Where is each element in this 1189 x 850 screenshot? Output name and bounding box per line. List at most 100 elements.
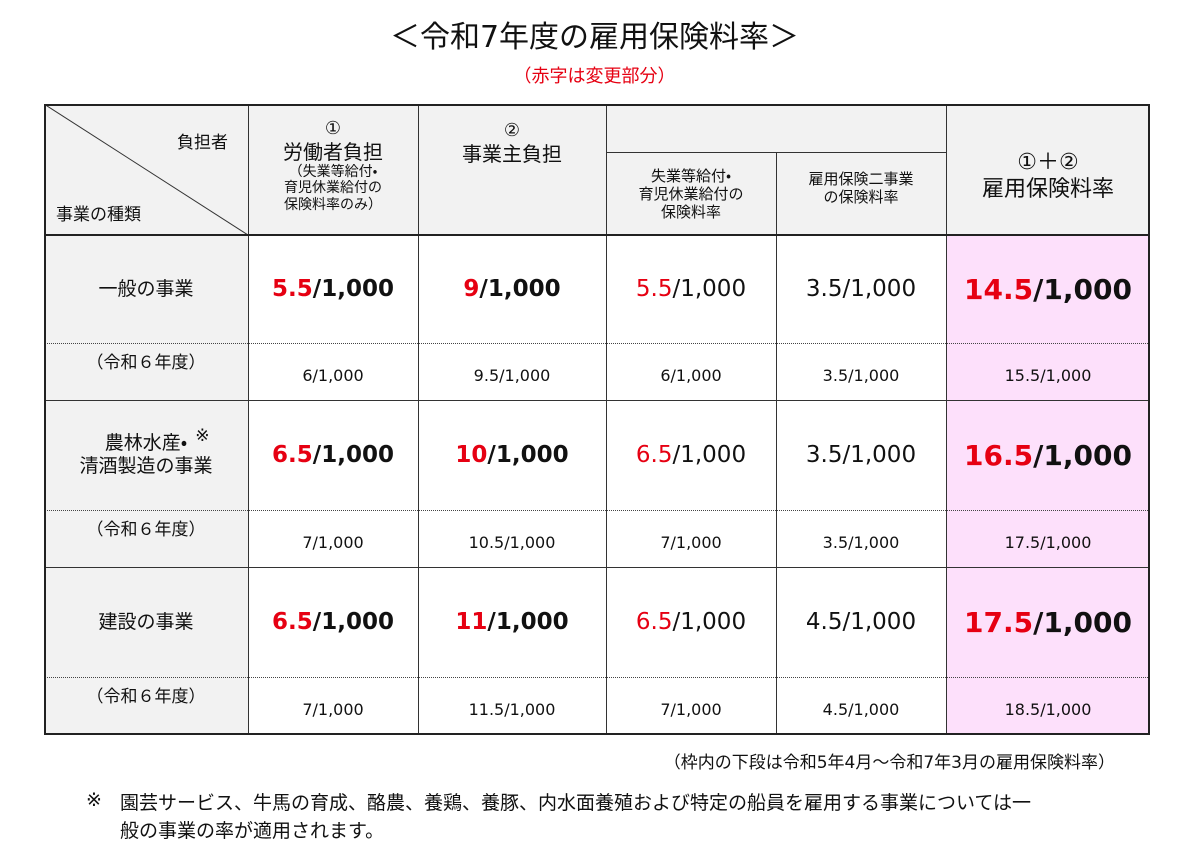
rate-part: 14.5: [964, 272, 1034, 306]
col-line: [606, 104, 607, 735]
rate-part: 6.5: [635, 609, 673, 635]
worker-note: （失業等給付・: [288, 163, 378, 180]
subtitle: （赤字は変更部分）: [513, 66, 676, 87]
total-bg: [946, 235, 1150, 735]
previous-label: （令和６年度）: [44, 677, 248, 735]
dotted-line: [44, 677, 1150, 678]
previous-rate: 17.5/1,000: [946, 510, 1150, 567]
row-type-line: 一般の事業: [98, 277, 194, 300]
rate-part: /1,000: [487, 609, 569, 635]
rate-part: 3.5/1,000: [805, 442, 917, 468]
row-line: [44, 400, 1150, 401]
previous-label: （令和６年度）: [44, 510, 248, 567]
col-line: [776, 152, 777, 735]
current-rate: 6.5/1,000: [606, 400, 776, 510]
col-line: [946, 104, 947, 735]
employer-mark: ②: [503, 120, 521, 141]
previous-rate: 15.5/1,000: [946, 343, 1150, 400]
current-rate: 6.5/1,000: [248, 400, 418, 510]
rate-part: /1,000: [672, 442, 747, 468]
rate-part: 6.5: [272, 609, 313, 635]
table: 負担者 事業の種類 ① 労働者負担 （失業等給付・ 育児休業給付の 保険料率のみ） ② 事業主負…: [44, 104, 1150, 735]
previous-rate: 7/1,000: [248, 510, 418, 567]
total-header: ①＋② 雇用保険料率: [946, 104, 1150, 235]
previous-rate: 3.5/1,000: [776, 343, 946, 400]
previous-rate-text: 11.5/1,000: [468, 700, 556, 720]
employer-sub1-line: 失業等給付・: [650, 166, 732, 185]
employer-header: ② 事業主負担: [418, 104, 606, 235]
current-rate: 6.5/1,000: [606, 567, 776, 677]
rate-part: 6.5: [272, 442, 313, 468]
rate-part: /1,000: [312, 609, 394, 635]
row-type: 一般の事業: [44, 235, 248, 343]
previous-rate-text: 7/1,000: [660, 532, 722, 552]
current-rate: 10/1,000: [418, 400, 606, 510]
previous-rate: 9.5/1,000: [418, 343, 606, 400]
current-rate: 14.5/1,000: [946, 235, 1150, 343]
previous-rate-text: 6/1,000: [302, 365, 364, 385]
worker-note: 保険料率のみ）: [284, 197, 382, 214]
previous-rate-text: 18.5/1,000: [1004, 700, 1092, 720]
current-rate: 9/1,000: [418, 235, 606, 343]
rate-part: 17.5: [964, 605, 1034, 639]
previous-label-text: （令和６年度）: [86, 353, 206, 373]
rate-part: 5.5: [272, 276, 313, 302]
rate-part: /1,000: [312, 276, 394, 302]
previous-rate: 3.5/1,000: [776, 510, 946, 567]
current-rate: 4.5/1,000: [776, 567, 946, 677]
previous-rate-text: 15.5/1,000: [1004, 365, 1092, 385]
previous-rate-text: 10.5/1,000: [468, 532, 556, 552]
previous-rate-text: 6/1,000: [660, 365, 722, 385]
rate-part: /1,000: [479, 276, 561, 302]
rate-part: /1,000: [1033, 438, 1132, 472]
rate-part: 9: [463, 276, 480, 302]
dotted-line: [44, 343, 1150, 344]
dotted-line: [44, 510, 1150, 511]
previous-rate: 6/1,000: [606, 343, 776, 400]
previous-rate: 18.5/1,000: [946, 677, 1150, 735]
employer-sub2: 雇用保険二事業 の保険料率: [776, 152, 946, 235]
current-rate: 11/1,000: [418, 567, 606, 677]
current-rate: 6.5/1,000: [248, 567, 418, 677]
col-line: [248, 104, 249, 735]
rate-part: 11: [455, 609, 488, 635]
employer-label: 事業主負担: [462, 141, 562, 166]
employer-sub1: 失業等給付・ 育児休業給付の 保険料率: [606, 152, 776, 235]
rate-part: /1,000: [1033, 605, 1132, 639]
previous-label: （令和６年度）: [44, 343, 248, 400]
corner: 負担者 事業の種類: [44, 104, 248, 235]
previous-rate-text: 7/1,000: [302, 532, 364, 552]
total-label: 雇用保険料率: [981, 176, 1114, 202]
total-mark: ①＋②: [1017, 150, 1079, 176]
corner-bottom: 事業の種類: [56, 205, 141, 225]
worker-mark: ①: [324, 118, 342, 139]
previous-rate: 4.5/1,000: [776, 677, 946, 735]
footnote: （枠内の下段は令和5年4月～令和7年3月の雇用保険料率）: [663, 753, 1115, 773]
row-line: [44, 567, 1150, 568]
row-type: 農林水産・ ※ 清酒製造の事業: [44, 400, 248, 510]
row-type-line: 農林水産・ ※: [104, 426, 210, 455]
row-type-line: 建設の事業: [98, 610, 194, 633]
worker-note: 育児休業給付の: [284, 180, 382, 197]
previous-label-text: （令和６年度）: [86, 520, 206, 540]
row-mark: ※: [195, 426, 210, 447]
employer-sub1-line: 保険料率: [660, 202, 721, 221]
note-line: 園芸サービス、牛馬の育成、酪農、養鶏、養豚、内水面養殖および特定の船員を雇用する…: [120, 792, 1032, 814]
worker-header: ① 労働者負担 （失業等給付・ 育児休業給付の 保険料率のみ）: [248, 104, 418, 235]
current-rate: 3.5/1,000: [776, 235, 946, 343]
previous-rate: 7/1,000: [606, 677, 776, 735]
rate-part: 16.5: [964, 438, 1034, 472]
previous-rate-text: 3.5/1,000: [822, 532, 900, 552]
previous-label-text: （令和６年度）: [86, 687, 206, 707]
current-rate: 5.5/1,000: [248, 235, 418, 343]
previous-rate-text: 9.5/1,000: [473, 365, 551, 385]
rate-part: 10: [455, 442, 488, 468]
rate-part: 5.5: [635, 276, 673, 302]
rate-part: 3.5/1,000: [805, 276, 917, 302]
previous-rate-text: 7/1,000: [302, 700, 364, 720]
current-rate: 16.5/1,000: [946, 400, 1150, 510]
previous-rate: 10.5/1,000: [418, 510, 606, 567]
outer-border: [44, 104, 1150, 735]
current-rate: 3.5/1,000: [776, 400, 946, 510]
